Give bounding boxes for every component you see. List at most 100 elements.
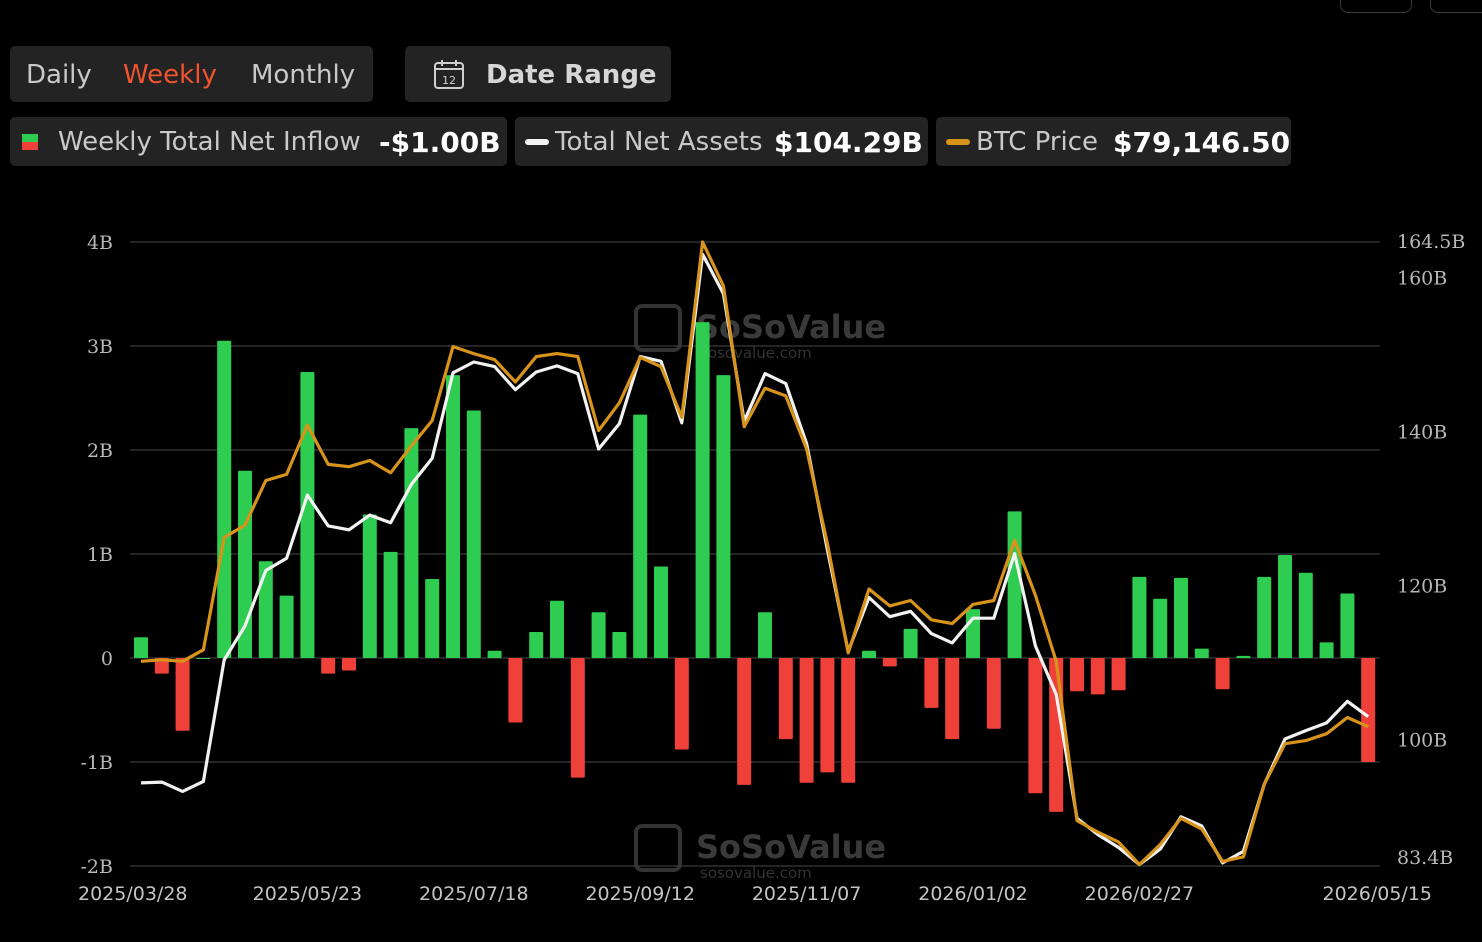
x-axis-ticks: 2025/03/28 2025/05/23 2025/07/18 2025/09/12… [78,883,1432,905]
legend-assets[interactable]: Total Net Assets $104.29B [515,117,928,166]
watermark-brand-1: SoSoValue [696,828,886,866]
legend-inflow-label: Weekly Total Net Inflow [58,127,361,157]
inflow-bar [820,658,835,773]
inflow-bar [737,658,752,785]
x-tick-label-2: 2025/07/18 [419,883,529,905]
btc-price-line [140,240,1369,867]
inflow-bar [1298,572,1313,658]
inflow-bar [383,551,398,658]
left-tick-label-6: -2B [81,856,113,878]
inflow-bar [1090,658,1105,695]
inflow-bar [550,600,564,658]
inflow-bar [279,595,294,658]
inflow-bar [529,632,544,658]
x-tick-label-3: 2025/09/12 [585,883,695,905]
inflow-bar [1174,577,1188,658]
inflow-bar [1257,576,1272,658]
right-tick-label-4: 100B [1397,729,1447,751]
inflow-bar [321,658,336,674]
inflow-bar [1007,511,1022,658]
right-tick-label-3: 120B [1397,575,1447,597]
inflow-bar [300,372,315,658]
left-axis-ticks: 4B 3B 2B 1B 0 -1B -2B [81,232,113,878]
inflow-bar [1361,658,1376,762]
inflow-bar [1278,555,1292,658]
inflow-bar [654,566,668,658]
period-toggle: Daily Weekly Monthly [10,46,373,102]
top-right-button-left[interactable] [1340,0,1412,13]
assets-line-swatch-icon [525,139,549,145]
inflow-bar [342,658,356,671]
legend-inflow[interactable]: Weekly Total Net Inflow -$1.00B [10,117,507,166]
chart-lines [140,240,1370,867]
inflow-bar [1340,593,1355,658]
inflow-bar [1236,655,1251,658]
tab-weekly[interactable]: Weekly [123,60,217,90]
inflow-bar [175,658,190,731]
inflow-bar [882,658,897,667]
right-tick-label-5: 83.4B [1397,847,1453,869]
inflow-bar [425,578,440,658]
x-tick-label-7: 2026/05/15 [1322,883,1432,905]
inflow-bar [1028,658,1043,794]
legend-btc-label: BTC Price [976,127,1099,157]
inflow-bar [508,658,523,723]
inflow-bar [633,414,648,658]
inflow-bar [1215,658,1230,690]
inflow-bar [591,612,606,658]
btc-line-swatch-icon [946,139,970,145]
watermark-brand-0: SoSoValue [696,308,886,346]
x-tick-label-5: 2026/01/02 [918,883,1028,905]
right-tick-label-2: 140B [1397,422,1447,444]
tab-daily[interactable]: Daily [26,60,92,90]
inflow-bar [758,612,772,658]
chart-grid [130,241,1380,867]
tab-monthly[interactable]: Monthly [251,60,356,90]
watermark-url-0: sosovalue.com [700,344,812,362]
inflow-bar [862,650,876,658]
x-tick-label-0: 2025/03/28 [78,883,188,905]
inflow-bar [258,561,273,658]
right-axis-ticks: 164.5B 160B 140B 120B 100B 83.4B [1397,231,1465,869]
legend-assets-value: $104.29B [774,126,923,159]
inflow-bar [966,609,980,658]
inflow-swatch-icon [22,134,38,150]
legend-assets-label: Total Net Assets [555,127,763,157]
date-range-label: Date Range [486,60,657,90]
inflow-bar [238,470,252,658]
inflow-bar [1070,658,1084,692]
inflow-bar [799,658,814,783]
inflow-bar [674,658,689,750]
legend-btc[interactable]: BTC Price $79,146.50 [936,117,1291,166]
left-tick-label-4: 0 [101,648,113,670]
left-tick-label-3: 1B [87,544,113,566]
inflow-bar [217,340,232,658]
inflow-bar [154,658,169,674]
inflow-bar [134,637,148,658]
inflow-bar [1153,598,1168,658]
legend-btc-value: $79,146.50 [1113,126,1291,159]
calendar-icon-day: 12 [442,74,456,87]
inflow-bar [1194,648,1209,658]
inflow-bar [716,375,731,658]
total-net-assets-line [140,252,1370,867]
inflow-bar [487,650,502,658]
right-tick-label-0: 164.5B [1397,231,1465,253]
top-right-button-right[interactable] [1430,0,1482,13]
date-range-button[interactable]: 12 Date Range [405,46,671,102]
inflow-bar [903,628,918,658]
left-tick-label-1: 3B [87,336,113,358]
inflow-bar [778,658,793,740]
x-tick-label-6: 2026/02/27 [1085,883,1195,905]
inflow-bar [695,322,710,658]
inflow-bar [924,658,939,708]
inflow-bars [134,322,1376,812]
calendar-icon: 12 [434,60,464,89]
right-tick-label-1: 160B [1397,268,1447,290]
x-tick-label-4: 2025/11/07 [752,883,862,905]
inflow-bar [570,658,585,778]
sosovalue-logo-icon [634,304,682,352]
inflow-bar [196,658,211,659]
inflow-bar [1132,576,1147,658]
